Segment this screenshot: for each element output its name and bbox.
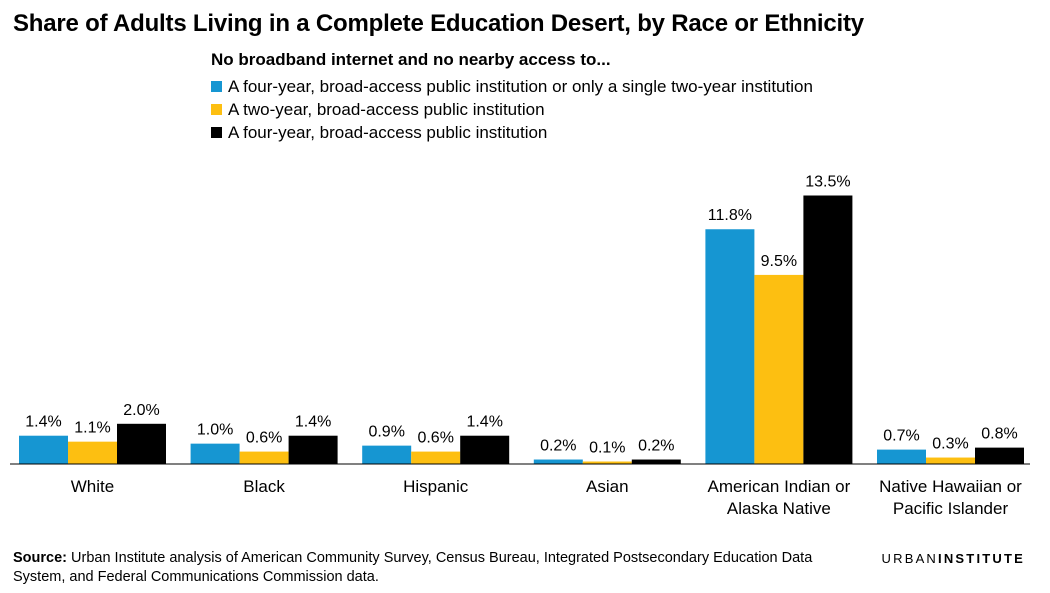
bar-hispanic-blue: [362, 445, 412, 464]
source-note: Source: Urban Institute analysis of Amer…: [13, 549, 813, 587]
legend-label-black: A four-year, broad-access public institu…: [228, 122, 548, 142]
legend-swatch-blue: [211, 81, 222, 92]
bar-hispanic-black: [460, 435, 510, 464]
data-label-asian-black: 0.2%: [638, 438, 674, 455]
category-label-asian: Asian: [586, 477, 629, 496]
source-label: Source:: [13, 550, 67, 566]
data-label-white-blue: 1.4%: [25, 414, 61, 431]
urban-institute-logo: URBANINSTITUTE: [882, 551, 1025, 566]
data-label-black-black: 1.4%: [295, 414, 331, 431]
source-text: Urban Institute analysis of American Com…: [13, 550, 813, 585]
data-label-hispanic-yellow: 0.6%: [417, 430, 453, 447]
legend-item-yellow: A two-year, broad-access public institut…: [211, 98, 813, 121]
bar-asian-black: [631, 459, 681, 464]
data-label-asian-yellow: 0.1%: [589, 440, 625, 457]
logo-urban: URBAN: [881, 551, 939, 566]
bar-white-blue: [19, 435, 68, 464]
bar-hispanic-yellow: [411, 451, 461, 464]
data-label-black-yellow: 0.6%: [246, 430, 282, 447]
bar-white-yellow: [68, 441, 117, 464]
bar-white-black: [117, 423, 166, 464]
data-label-american-indian-or-alaska-native-yellow: 9.5%: [761, 253, 797, 270]
bar-american-indian-or-alaska-native-yellow: [754, 274, 804, 464]
category-label-black: Black: [243, 477, 285, 496]
bar-asian-yellow: [582, 461, 632, 464]
legend-title: No broadband internet and no nearby acce…: [211, 50, 611, 69]
category-label-white: White: [71, 477, 114, 496]
legend: No broadband internet and no nearby acce…: [211, 51, 813, 144]
data-label-american-indian-or-alaska-native-blue: 11.8%: [708, 207, 752, 224]
category-label-native-hawaiian-or-pacific-islander: Native Hawaiian or Pacific Islander: [879, 477, 1022, 518]
data-label-asian-blue: 0.2%: [540, 438, 576, 455]
category-label-american-indian-or-alaska-native: American Indian or Alaska Native: [708, 477, 851, 518]
legend-item-black: A four-year, broad-access public institu…: [211, 121, 813, 144]
logo-institute: INSTITUTE: [938, 551, 1025, 566]
bar-asian-blue: [533, 459, 583, 464]
bar-american-indian-or-alaska-native-blue: [705, 229, 755, 464]
data-label-white-yellow: 1.1%: [74, 420, 110, 437]
bar-native-hawaiian-or-pacific-islander-yellow: [926, 457, 975, 464]
category-label-hispanic: Hispanic: [403, 477, 469, 496]
bar-black-blue: [190, 443, 240, 464]
data-label-native-hawaiian-or-pacific-islander-yellow: 0.3%: [932, 436, 968, 453]
data-label-hispanic-blue: 0.9%: [368, 424, 404, 441]
legend-label-blue: A four-year, broad-access public institu…: [228, 76, 813, 96]
bar-native-hawaiian-or-pacific-islander-blue: [877, 449, 926, 464]
data-label-american-indian-or-alaska-native-black: 13.5%: [805, 174, 850, 191]
legend-swatch-black: [211, 127, 222, 138]
legend-item-blue: A four-year, broad-access public institu…: [211, 75, 813, 98]
data-label-white-black: 2.0%: [123, 402, 159, 419]
data-label-hispanic-black: 1.4%: [466, 414, 502, 431]
chart-title: Share of Adults Living in a Complete Edu…: [13, 10, 864, 37]
bar-black-yellow: [239, 451, 289, 464]
data-label-native-hawaiian-or-pacific-islander-blue: 0.7%: [883, 428, 919, 445]
data-label-black-blue: 1.0%: [197, 422, 233, 439]
data-label-native-hawaiian-or-pacific-islander-black: 0.8%: [981, 426, 1017, 443]
legend-label-yellow: A two-year, broad-access public institut…: [228, 99, 545, 119]
bar-native-hawaiian-or-pacific-islander-black: [975, 447, 1024, 464]
bar-american-indian-or-alaska-native-black: [803, 195, 853, 464]
legend-swatch-yellow: [211, 104, 222, 115]
bar-black-black: [288, 435, 338, 464]
